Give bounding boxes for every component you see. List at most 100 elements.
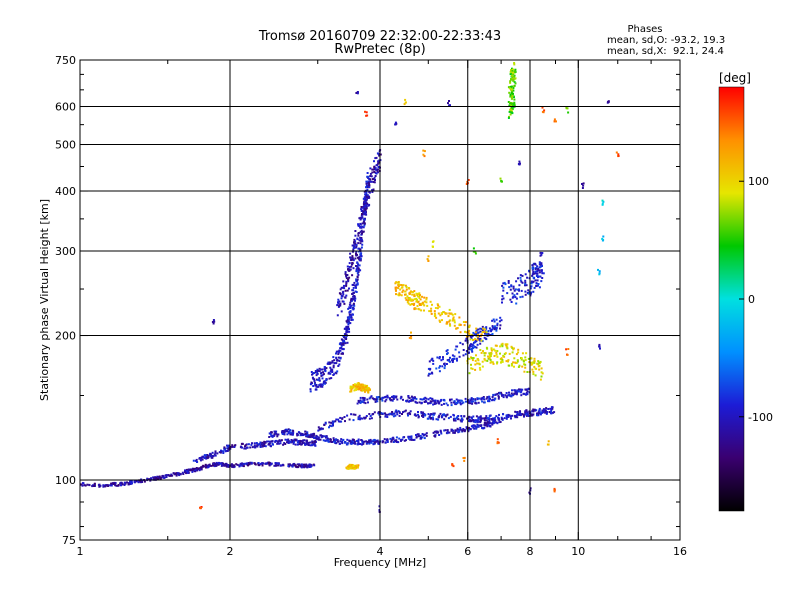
echo-point (264, 441, 267, 444)
echo-point (535, 282, 538, 285)
echo-point (421, 301, 424, 304)
echo-point (517, 351, 520, 354)
echo-point (540, 371, 543, 374)
echo-point (339, 293, 342, 296)
echo-point (359, 399, 362, 402)
echo-point (418, 295, 421, 298)
echo-point (428, 373, 431, 375)
echo-point (480, 424, 483, 427)
echo-point (368, 203, 371, 206)
echo-point (419, 434, 422, 437)
echo-point (158, 475, 161, 478)
echo-point (296, 466, 299, 468)
echo-point (436, 356, 439, 359)
echo-point (350, 390, 353, 393)
echo-point (311, 441, 314, 444)
echo-point (371, 171, 374, 174)
x-tick-label: 10 (571, 545, 585, 558)
echo-point (337, 365, 340, 367)
echo-point (542, 408, 545, 411)
echo-point (437, 312, 440, 315)
echo-point (350, 314, 353, 317)
echo-point (523, 415, 525, 418)
echo-point (513, 103, 516, 106)
echo-point (347, 280, 350, 283)
echo-point (452, 413, 455, 416)
echo-point (553, 411, 556, 414)
echo-point (394, 414, 397, 417)
echo-point (271, 442, 274, 445)
echo-point (306, 440, 309, 443)
echo-point (533, 408, 536, 411)
echo-point (449, 415, 452, 418)
echo-point (565, 348, 568, 351)
echo-point (480, 339, 483, 342)
echo-point (602, 200, 605, 203)
echo-point (404, 101, 407, 104)
echo-point (155, 477, 158, 479)
echo-point (394, 121, 397, 124)
echo-point (497, 417, 500, 420)
echo-point (365, 207, 368, 210)
echo-point (450, 404, 453, 407)
echo-point (395, 395, 398, 398)
echo-point (480, 398, 483, 401)
echo-point (332, 364, 335, 367)
echo-point (244, 444, 247, 447)
echo-point (369, 438, 372, 441)
echo-point (317, 385, 319, 388)
echo-point (360, 208, 363, 211)
echo-point (453, 400, 456, 403)
echo-point (364, 389, 367, 392)
echo-point (287, 463, 290, 466)
echo-point (533, 365, 536, 368)
echo-point (507, 360, 509, 363)
echo-point (282, 443, 285, 446)
echo-point (339, 416, 342, 419)
echo-point (481, 396, 484, 399)
echo-point (288, 463, 291, 466)
echo-point (341, 348, 344, 351)
echo-point (476, 424, 479, 427)
echo-point (505, 360, 508, 363)
echo-point (296, 432, 299, 435)
echo-point (445, 363, 448, 365)
echo-point (521, 281, 524, 284)
echo-point (313, 464, 316, 467)
echo-point (510, 395, 513, 398)
echo-point (409, 400, 412, 403)
echo-point (472, 247, 475, 250)
echo-point (325, 367, 328, 370)
echo-point (493, 418, 496, 421)
echo-point (200, 457, 203, 460)
echo-point (332, 356, 335, 359)
echo-point (365, 204, 368, 207)
echo-point (368, 413, 371, 415)
echo-point (407, 299, 409, 302)
echo-point (478, 397, 481, 400)
echo-point (530, 282, 533, 285)
echo-point (468, 420, 471, 423)
echo-point (351, 440, 354, 442)
echo-point (364, 204, 366, 207)
echo-point (318, 370, 321, 373)
echo-point (212, 464, 214, 467)
echo-point (479, 415, 482, 418)
echo-point (456, 359, 458, 362)
echo-point (482, 327, 485, 330)
echo-point (358, 385, 361, 388)
echo-point (490, 349, 493, 352)
echo-point (311, 373, 313, 376)
echo-point (290, 439, 293, 441)
echo-point (296, 443, 299, 446)
echo-point (446, 321, 449, 324)
echo-point (200, 506, 202, 509)
echo-point (438, 434, 441, 436)
echo-point (501, 418, 504, 421)
echo-point (348, 315, 351, 318)
echo-point (509, 104, 512, 107)
echo-point (231, 444, 234, 447)
echo-point (432, 362, 435, 365)
echo-point (531, 368, 534, 371)
echo-point (281, 433, 284, 435)
